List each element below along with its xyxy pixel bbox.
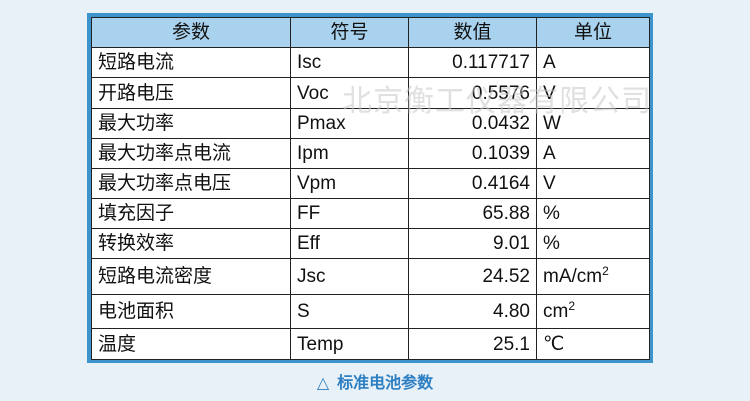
value-cell: 25.1 — [408, 328, 537, 360]
value-cell: 0.0432 — [408, 108, 537, 139]
header-symbol: 符号 — [290, 17, 409, 48]
symbol-cell: Pmax — [290, 108, 409, 139]
table-body: 短路电流 Isc 0.117717 A 开路电压 Voc 0.5576 V 最大功率 Pmax 0.… — [91, 47, 650, 360]
table-caption: △ 标准电池参数 — [0, 369, 750, 393]
table-row: 温度 Temp 25.1 ℃ — [91, 328, 650, 360]
unit-text: % — [543, 203, 560, 224]
param-name-cell: 最大功率点电流 — [91, 138, 291, 169]
unit-cell: V — [536, 77, 650, 109]
unit-cell: A — [536, 138, 650, 169]
symbol-cell: Vpm — [290, 168, 409, 199]
unit-text: W — [543, 113, 561, 134]
symbol-cell: Ipm — [290, 138, 409, 169]
param-name-cell: 开路电压 — [91, 77, 291, 109]
param-name-cell: 温度 — [91, 328, 291, 360]
param-name-cell: 最大功率 — [91, 108, 291, 139]
symbol-cell: Isc — [290, 47, 409, 78]
table-row: 短路电流密度 Jsc 24.52 mA/cm2 — [91, 258, 650, 295]
parameter-table: 参数 符号 数值 单位 短路电流 Isc 0.117717 A 开路电压 Voc 0.557… — [91, 17, 650, 360]
unit-text: cm — [543, 301, 569, 322]
table-row: 最大功率 Pmax 0.0432 W — [91, 108, 650, 139]
param-name-cell: 填充因子 — [91, 198, 291, 229]
symbol-cell: Eff — [290, 228, 409, 259]
unit-cell: V — [536, 168, 650, 199]
unit-cell: A — [536, 47, 650, 78]
value-cell: 0.4164 — [408, 168, 537, 199]
unit-cell: cm2 — [536, 294, 650, 329]
header-unit: 单位 — [536, 17, 650, 48]
unit-cell: ℃ — [536, 328, 650, 360]
table-row: 填充因子 FF 65.88% — [91, 198, 650, 229]
param-name-cell: 转换效率 — [91, 228, 291, 259]
table-header-row: 参数 符号 数值 单位 — [91, 17, 650, 48]
param-name-cell: 电池面积 — [91, 294, 291, 329]
symbol-cell: FF — [290, 198, 409, 229]
symbol-cell: Voc — [290, 77, 409, 109]
unit-text: V — [543, 173, 556, 194]
value-cell: 9.01 — [408, 228, 537, 259]
header-value: 数值 — [408, 17, 537, 48]
unit-cell: % — [536, 198, 650, 229]
header-param: 参数 — [91, 17, 291, 48]
value-cell: 24.52 — [408, 258, 537, 295]
value-cell: 0.117717 — [408, 47, 537, 78]
param-name-cell: 短路电流 — [91, 47, 291, 78]
table-row: 最大功率点电压 Vpm 0.4164 V — [91, 168, 650, 199]
symbol-cell: Temp — [290, 328, 409, 360]
unit-cell: % — [536, 228, 650, 259]
table-row: 短路电流 Isc 0.117717 A — [91, 47, 650, 78]
value-cell: 65.88 — [408, 198, 537, 229]
unit-exponent: 2 — [602, 264, 609, 278]
table-row: 电池面积 S 4.80 cm2 — [91, 294, 650, 329]
unit-cell: W — [536, 108, 650, 139]
unit-cell: mA/cm2 — [536, 258, 650, 295]
table-row: 转换效率 Eff 9.01% — [91, 228, 650, 259]
unit-exponent: 2 — [568, 299, 576, 313]
unit-text: % — [543, 233, 560, 254]
symbol-cell: Jsc — [290, 258, 409, 295]
unit-text: A — [543, 143, 556, 164]
caption-text: 标准电池参数 — [337, 373, 434, 392]
unit-text: A — [543, 52, 556, 73]
value-cell: 0.1039 — [408, 138, 537, 169]
value-cell: 0.5576 — [408, 77, 537, 109]
triangle-icon: △ — [316, 373, 330, 392]
value-cell: 4.80 — [408, 294, 537, 329]
table-row: 开路电压 Voc 0.5576 V — [91, 77, 650, 109]
param-name-cell: 短路电流密度 — [91, 258, 291, 295]
unit-text: ℃ — [543, 333, 565, 355]
unit-text: mA/cm — [543, 266, 603, 287]
symbol-cell: S — [290, 294, 409, 329]
unit-text: V — [543, 82, 556, 104]
param-name-cell: 最大功率点电压 — [91, 168, 291, 199]
table-row: 最大功率点电流 Ipm 0.1039 A — [91, 138, 650, 169]
